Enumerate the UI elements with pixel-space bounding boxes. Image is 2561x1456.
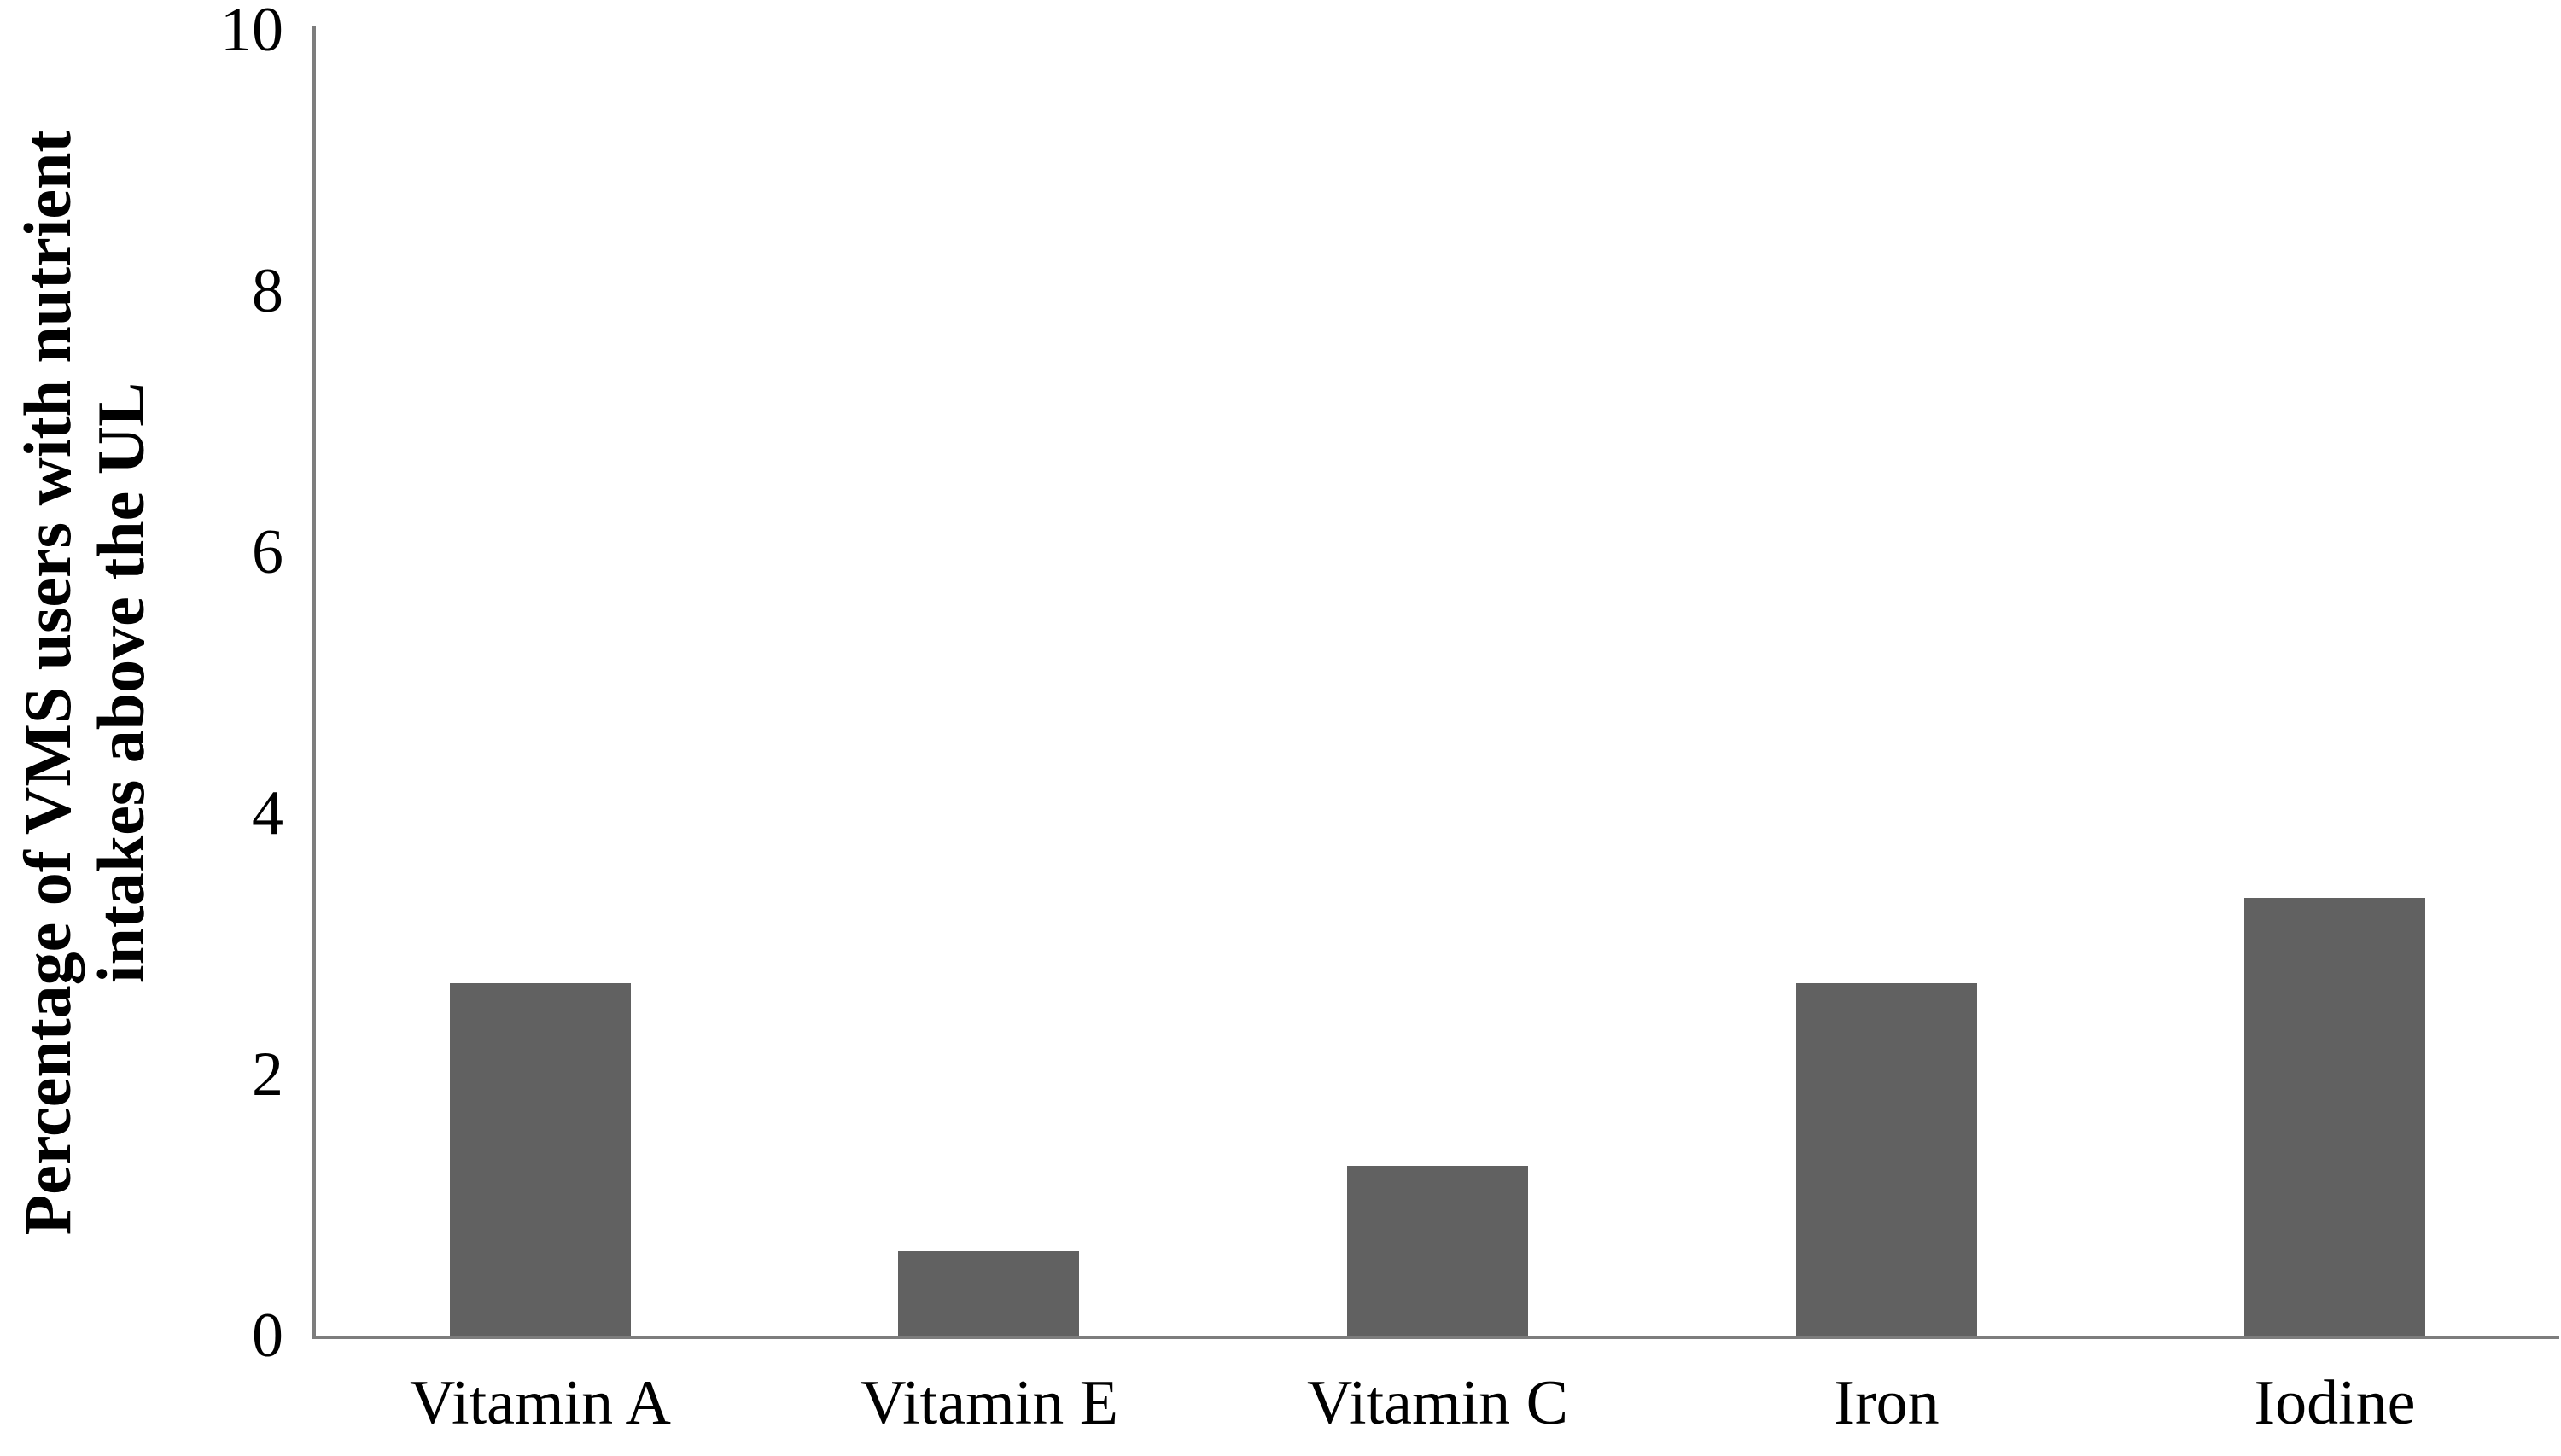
x-category-label-vitamin-a: Vitamin A <box>410 1368 671 1438</box>
x-category-label-iron: Iron <box>1834 1368 1940 1438</box>
y-axis-line <box>312 26 316 1339</box>
y-tick-label-2: 2 <box>252 1040 283 1109</box>
bar-iron <box>1796 983 1977 1336</box>
bar-vitamin-a <box>450 983 631 1336</box>
y-tick-label-0: 0 <box>252 1301 283 1371</box>
bar-vitamin-e <box>898 1251 1079 1336</box>
y-axis-title-line-1: Percentage of VMS users with nutrient <box>10 130 85 1236</box>
y-tick-label-10: 10 <box>220 0 283 65</box>
y-axis-title: Percentage of VMS users with nutrient in… <box>10 26 158 1340</box>
x-category-label-iodine: Iodine <box>2254 1368 2416 1438</box>
bar-vitamin-c <box>1347 1166 1528 1336</box>
y-tick-label-6: 6 <box>252 517 283 587</box>
y-tick-label-4: 4 <box>252 778 283 848</box>
y-axis-title-line-2: intakes above the UL <box>84 381 158 984</box>
x-category-label-vitamin-e: Vitamin E <box>860 1368 1118 1438</box>
bar-iodine <box>2244 898 2425 1336</box>
x-axis-line <box>312 1336 2559 1339</box>
x-category-label-vitamin-c: Vitamin C <box>1307 1368 1568 1438</box>
y-tick-label-8: 8 <box>252 256 283 326</box>
